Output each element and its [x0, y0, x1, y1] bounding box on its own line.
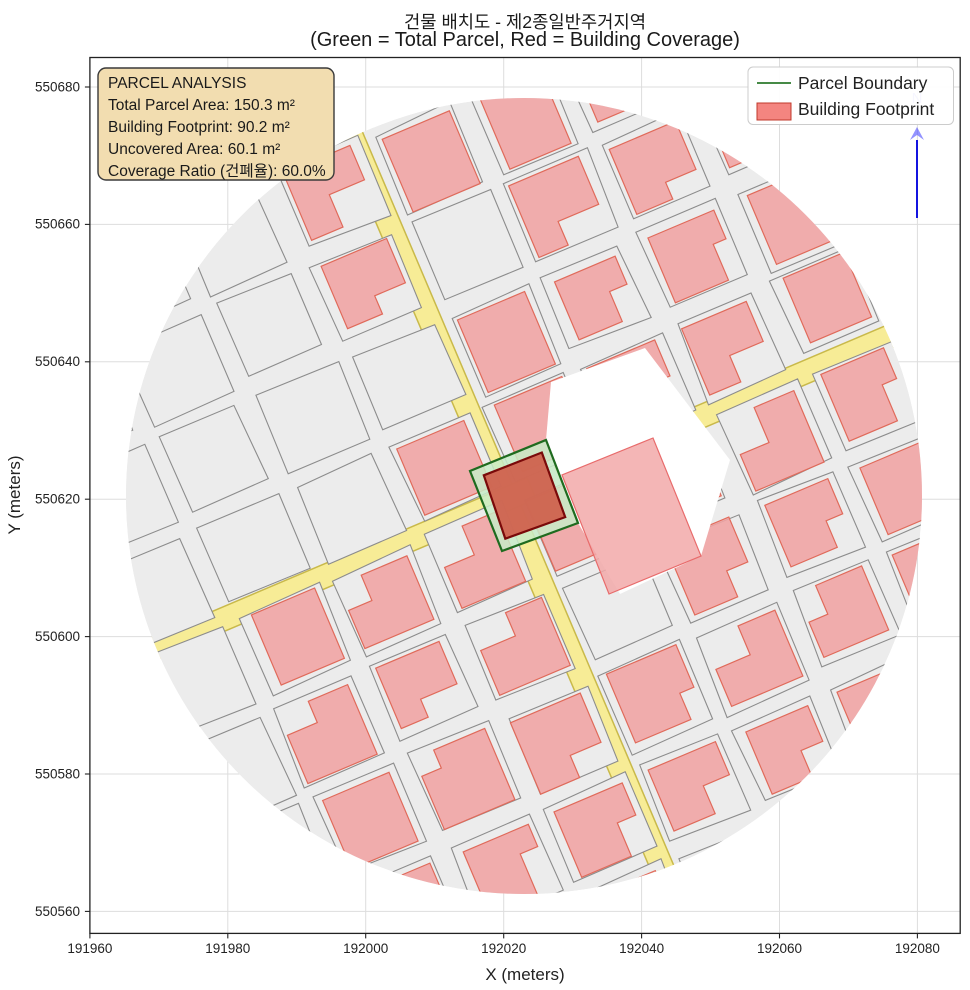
svg-text:Parcel Boundary: Parcel Boundary	[798, 73, 928, 93]
svg-text:550620: 550620	[35, 492, 80, 507]
svg-text:550640: 550640	[35, 354, 80, 369]
svg-text:PARCEL ANALYSIS: PARCEL ANALYSIS	[108, 75, 246, 92]
svg-text:192020: 192020	[481, 941, 526, 956]
svg-text:192060: 192060	[757, 941, 802, 956]
svg-text:192080: 192080	[895, 941, 940, 956]
svg-text:192000: 192000	[343, 941, 388, 956]
svg-text:550600: 550600	[35, 629, 80, 644]
svg-text:550660: 550660	[35, 217, 80, 232]
svg-text:191980: 191980	[205, 941, 250, 956]
svg-text:191960: 191960	[67, 941, 112, 956]
svg-text:192040: 192040	[619, 941, 664, 956]
svg-text:Building Footprint: 90.2 m²: Building Footprint: 90.2 m²	[108, 119, 290, 136]
svg-text:X (meters): X (meters)	[485, 965, 564, 984]
svg-text:Coverage Ratio (건폐율): 60.0%: Coverage Ratio (건폐율): 60.0%	[108, 162, 326, 180]
svg-text:Y (meters): Y (meters)	[5, 455, 24, 534]
svg-text:Uncovered Area: 60.1 m²: Uncovered Area: 60.1 m²	[108, 141, 280, 158]
svg-text:550680: 550680	[35, 80, 80, 95]
svg-text:550580: 550580	[35, 767, 80, 782]
svg-text:Total Parcel Area: 150.3 m²: Total Parcel Area: 150.3 m²	[108, 97, 295, 114]
svg-text:Building Footprint: Building Footprint	[798, 99, 934, 119]
svg-text:550560: 550560	[35, 904, 80, 919]
